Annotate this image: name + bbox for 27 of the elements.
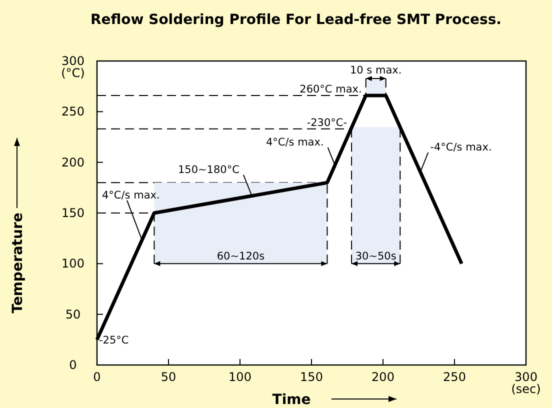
y-axis-title: Temperature <box>10 212 26 314</box>
x-tick-label: 250 <box>443 370 466 384</box>
band-label: 60~120s <box>216 250 265 263</box>
y-tick-label: 250 <box>62 104 84 119</box>
band-label: 30~50s <box>355 250 396 263</box>
y-tick-label: 0 <box>69 358 77 372</box>
x-tick-label: 50 <box>160 370 176 384</box>
x-axis-title: Time <box>272 392 311 408</box>
annotation: 150~180°C <box>178 164 240 176</box>
annotation: -25°C <box>99 334 129 347</box>
annotation: 4°C/s max. <box>266 136 324 148</box>
y-tick-label: 200 <box>62 155 84 170</box>
chart-title: Reflow Soldering Profile For Lead-free SMT Process. <box>90 12 502 28</box>
ref-line-label: 260°C max. <box>300 83 362 96</box>
x-tick-label: 300 (sec) <box>511 370 541 396</box>
y-tick-label: 50 <box>65 307 81 322</box>
y-tick-label: 100 <box>62 256 84 271</box>
x-tick-label: 200 <box>372 370 394 384</box>
ref-line-label: -230°C- <box>306 116 348 129</box>
band-label: 10 s max. <box>350 64 402 76</box>
x-tick-label: 100 <box>228 370 252 384</box>
annotation: -4°C/s max. <box>430 141 492 154</box>
annotation: 4°C/s max. <box>102 189 160 202</box>
y-tick-label: 300 (°C) <box>61 54 85 80</box>
x-tick-label: 150 <box>300 370 323 384</box>
y-tick-label: 150 <box>62 206 84 220</box>
x-tick-label: 0 <box>93 370 101 384</box>
